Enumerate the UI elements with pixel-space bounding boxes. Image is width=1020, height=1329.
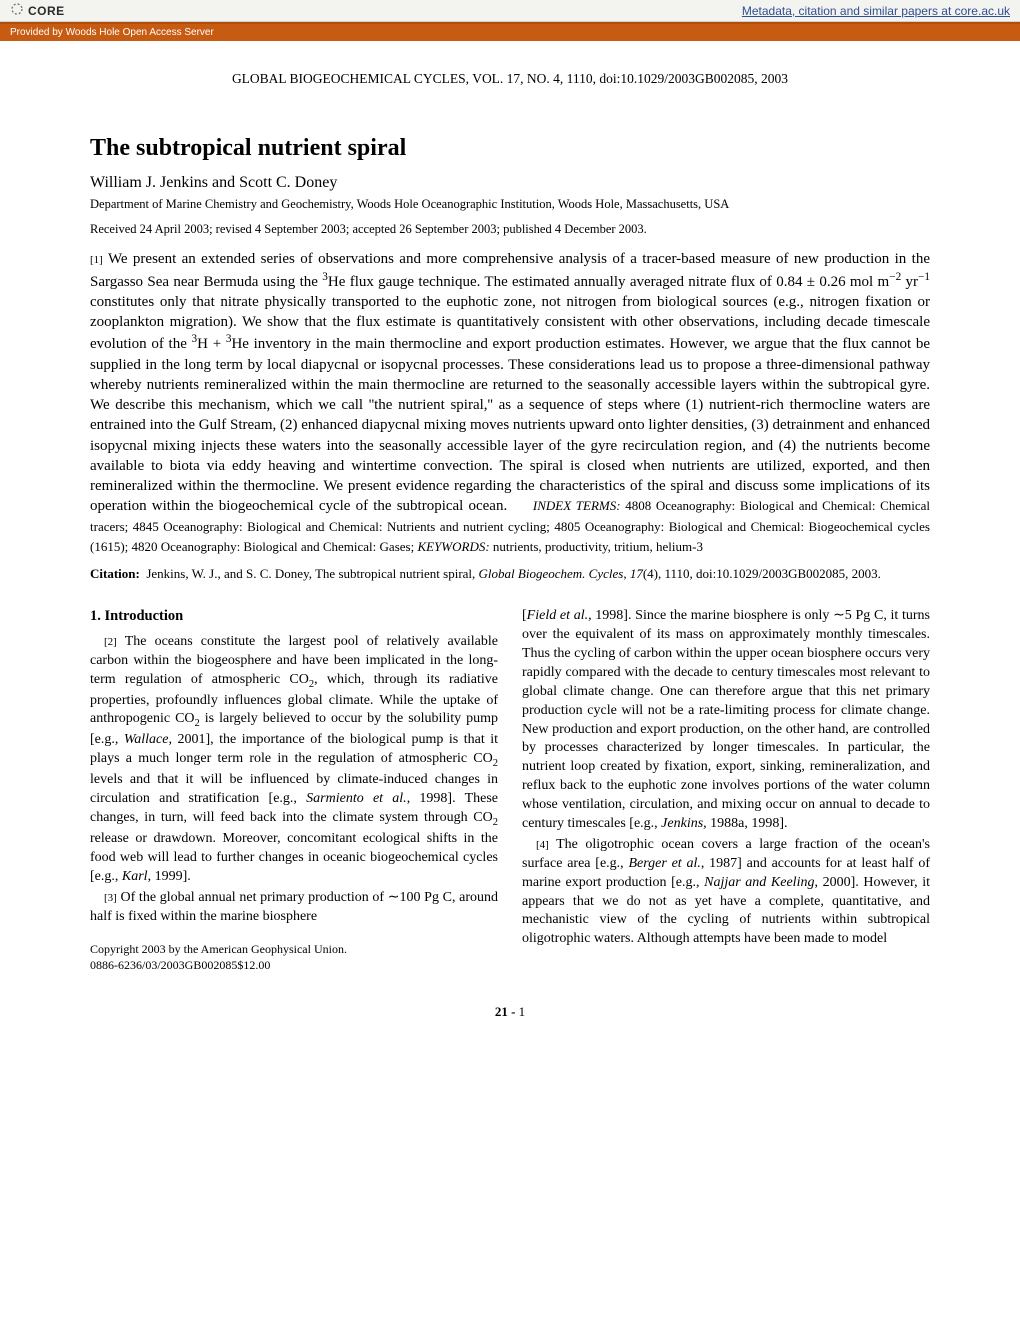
provider-bar: Provided by Woods Hole Open Access Serve…	[0, 22, 1020, 41]
citation-vol: 17	[630, 566, 643, 581]
copyright-line1: Copyright 2003 by the American Geophysic…	[90, 942, 498, 958]
para4-najjar: Najjar and Keeling	[704, 875, 814, 890]
para3b-jenkins: Jenkins	[661, 816, 703, 831]
copyright-line2: 0886-6236/03/2003GB002085$12.00	[90, 958, 498, 974]
citation-text-c: (4), 1110, doi:10.1029/2003GB002085, 200…	[643, 566, 881, 581]
paragraph-2: [2] The oceans constitute the largest po…	[90, 633, 498, 887]
authors: William J. Jenkins and Scott C. Doney	[90, 174, 930, 192]
core-link-wrap: Metadata, citation and similar papers at…	[742, 4, 1010, 18]
core-brand: CORE	[10, 2, 65, 19]
paragraph-3: [3] Of the global annual net primary pro…	[90, 889, 498, 927]
page-content: GLOBAL BIOGEOCHEMICAL CYCLES, VOL. 17, N…	[0, 41, 1020, 1050]
page-number: 21 - 1	[90, 1004, 930, 1020]
publication-dates: Received 24 April 2003; revised 4 Septem…	[90, 222, 930, 237]
para2-karl: Karl	[122, 869, 148, 884]
para2-num: [2]	[104, 636, 117, 648]
para4-berger: Berger et al.	[628, 856, 700, 871]
abstract-text-f: He inventory in the main thermocline and…	[90, 336, 930, 514]
right-column: [Field et al., 1998]. Since the marine b…	[522, 607, 930, 973]
para3b-b: , 1998]. Since the marine biosphere is o…	[522, 608, 930, 831]
para4-num: [4]	[536, 839, 549, 851]
keywords-text: nutrients, productivity, tritium, helium…	[490, 539, 703, 554]
para2-sarm: Sarmiento et al.	[306, 791, 407, 806]
para2-wallace: Wallace	[124, 732, 169, 747]
affiliation: Department of Marine Chemistry and Geoch…	[90, 196, 930, 212]
para3-a: Of the global annual net primary product…	[90, 890, 498, 924]
citation: Citation: Jenkins, W. J., and S. C. Done…	[90, 565, 930, 583]
yr-sup: −1	[918, 271, 930, 283]
core-metadata-link[interactable]: Metadata, citation and similar papers at…	[742, 4, 1010, 18]
abstract-paranum: [1]	[90, 254, 103, 266]
para2-h: , 1999].	[148, 869, 191, 884]
abstract-text-c: yr	[901, 274, 918, 290]
page-number-bold: 21 -	[495, 1004, 516, 1019]
para3-num: [3]	[104, 892, 117, 904]
body-columns: 1. Introduction [2] The oceans constitut…	[90, 607, 930, 973]
copyright-block: Copyright 2003 by the American Geophysic…	[90, 942, 498, 973]
abstract-text-b: He flux gauge technique. The estimated a…	[328, 274, 889, 290]
abstract: [1] We present an extended series of obs…	[90, 249, 930, 557]
citation-journal: Global Biogeochem. Cycles	[479, 566, 624, 581]
section-1-heading: 1. Introduction	[90, 607, 498, 627]
core-icon	[10, 2, 24, 19]
journal-header: GLOBAL BIOGEOCHEMICAL CYCLES, VOL. 17, N…	[90, 71, 930, 87]
provider-text: Provided by Woods Hole Open Access Serve…	[10, 27, 214, 38]
keywords-label: KEYWORDS:	[417, 539, 489, 554]
citation-text-a: Jenkins, W. J., and S. C. Doney, The sub…	[146, 566, 478, 581]
core-label: CORE	[28, 4, 65, 18]
m-sup: −2	[889, 271, 901, 283]
core-topbar: CORE Metadata, citation and similar pape…	[0, 0, 1020, 22]
article-title: The subtropical nutrient spiral	[90, 135, 930, 162]
para3b-field: Field et al.	[527, 608, 588, 623]
index-terms-label: INDEX TERMS:	[533, 498, 621, 513]
paragraph-4: [4] The oligotrophic ocean covers a larg…	[522, 836, 930, 949]
para3b-c: , 1988a, 1998].	[703, 816, 787, 831]
left-column: 1. Introduction [2] The oceans constitut…	[90, 607, 498, 973]
page-number-rest: 1	[515, 1004, 525, 1019]
citation-label: Citation:	[90, 566, 140, 581]
abstract-text-e: H +	[197, 336, 226, 352]
paragraph-3-cont: [Field et al., 1998]. Since the marine b…	[522, 607, 930, 834]
